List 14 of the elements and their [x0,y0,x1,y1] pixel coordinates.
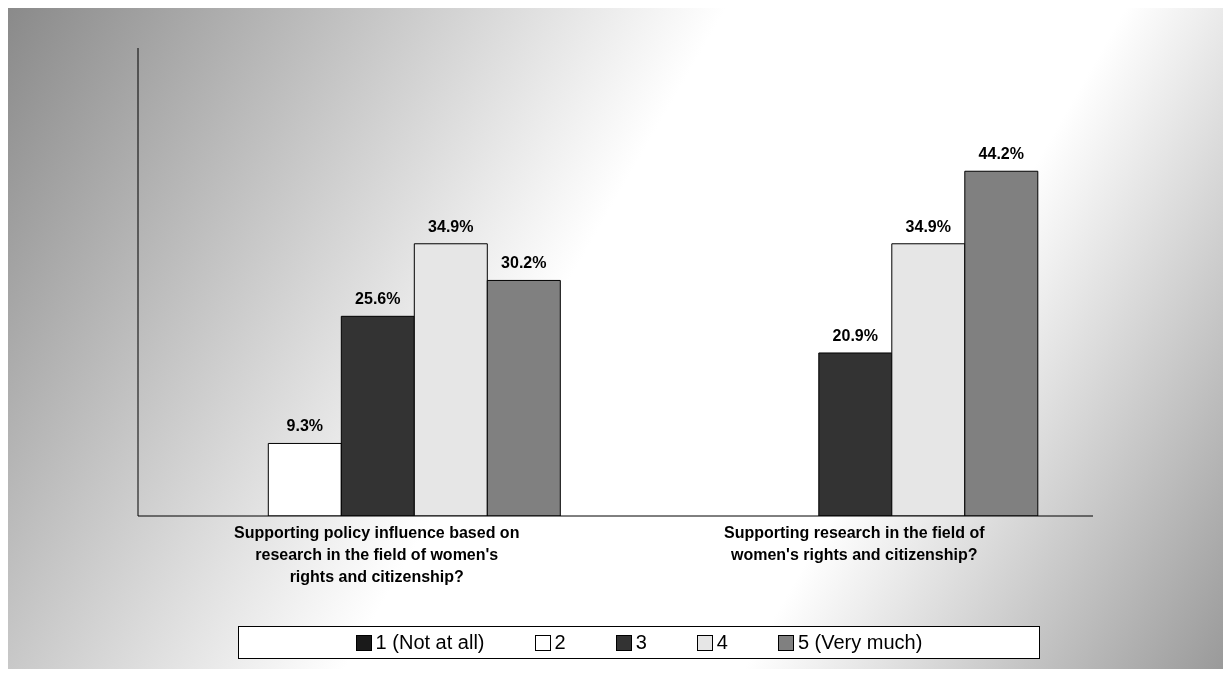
legend-label: 4 [715,631,728,654]
data-label: 34.9% [428,217,474,235]
data-label: 9.3% [286,417,324,435]
legend-label: 1 (Not at all) [374,631,485,654]
legend-label: 2 [553,631,566,654]
data-label: 34.9% [905,217,951,235]
data-label: 30.2% [501,254,547,272]
x-tick-label: Supporting policy influence based on research in the field of women's rights and citizenship? [234,524,520,585]
data-label: 25.6% [355,290,401,308]
legend-label: 3 [634,631,647,654]
data-label: 20.9% [832,326,878,344]
legend-label: 5 (Very much) [796,631,923,654]
x-tick-label: Supporting research in the field of women's rights and citizenship? [724,524,986,563]
data-label: 44.2% [978,145,1024,163]
